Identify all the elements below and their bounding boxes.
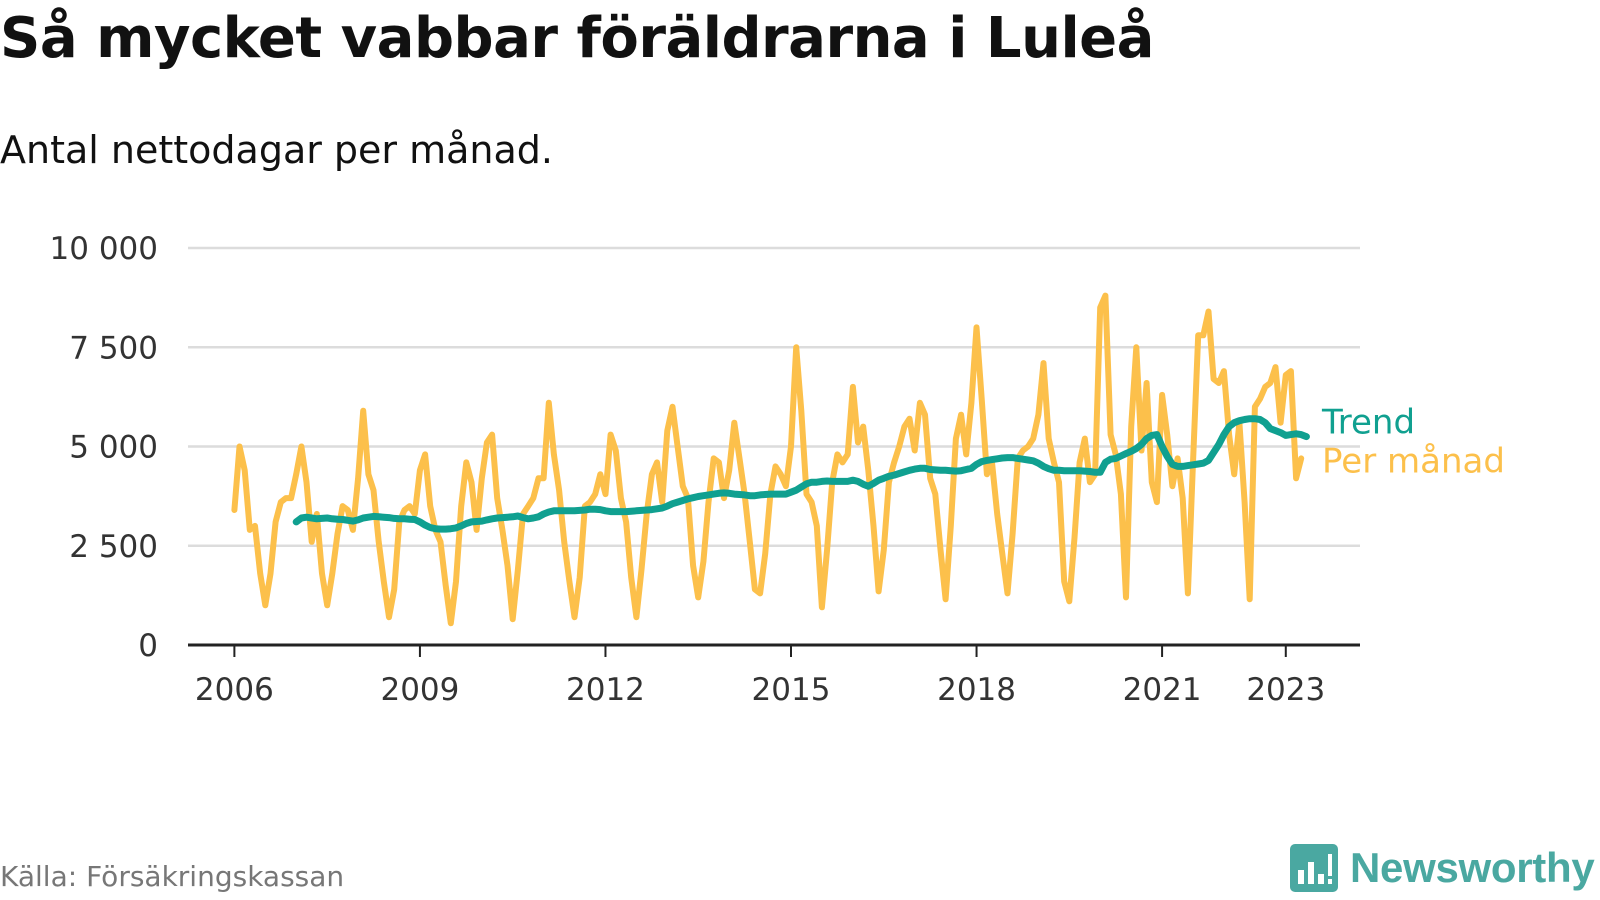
bar-chart-logo-icon [1290,844,1338,892]
y-tick-label: 10 000 [50,231,158,267]
y-tick-label: 7 500 [69,330,158,366]
x-tick-label: 2015 [752,672,831,708]
y-tick-label: 5 000 [69,430,158,466]
chart-title: Så mycket vabbar föräldrarna i Luleå [0,6,1154,71]
source-note: Källa: Försäkringskassan [0,860,345,893]
newsworthy-logo: Newsworthy [1290,844,1595,892]
series-label-trend: Trend [1321,402,1415,442]
series-lines [231,292,1310,627]
x-tick-label: 2018 [937,672,1016,708]
series-label-per-manad: Per månad [1322,441,1505,481]
x-axis-ticks: 2006 2009 2012 2015 2018 2021 2023 [195,645,1325,708]
chart-subtitle: Antal nettodagar per månad. [0,128,554,172]
series-line-trend [292,415,1310,533]
y-tick-label: 2 500 [69,529,158,565]
brand-name: Newsworthy [1350,844,1595,891]
x-tick-label: 2021 [1123,672,1202,708]
x-tick-label: 2009 [380,672,459,708]
y-tick-label: 0 [138,628,158,664]
series-line-per-manad [231,292,1305,627]
y-axis-ticks: 0 2 500 5 000 7 500 10 000 [50,231,158,664]
x-tick-label: 2012 [566,672,645,708]
x-tick-label: 2006 [195,672,274,708]
x-tick-label: 2023 [1246,672,1325,708]
